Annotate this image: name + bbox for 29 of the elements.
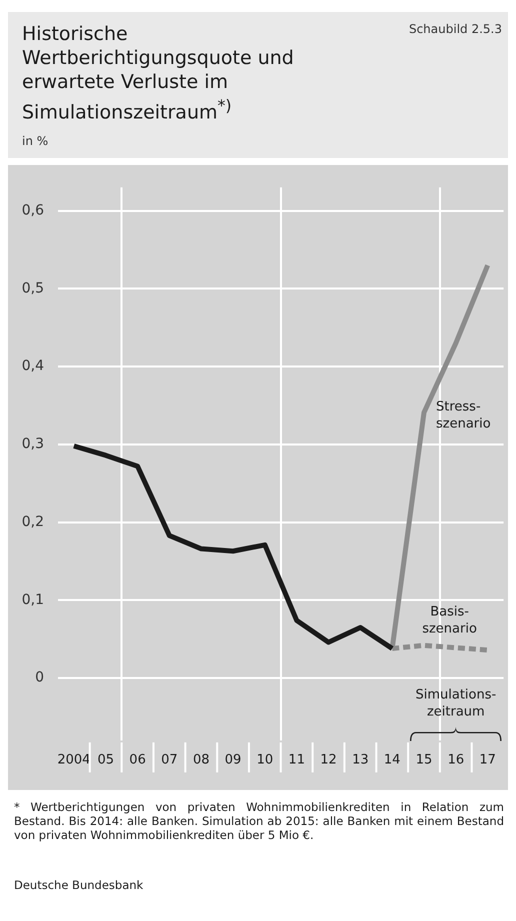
x-tick-label: 15 <box>416 752 432 768</box>
y-tick-label: 0,2 <box>22 514 44 530</box>
x-tick-label: 16 <box>448 752 464 768</box>
x-tick-label: 05 <box>97 752 114 768</box>
y-tick-label: 0,6 <box>22 202 44 218</box>
x-tick-label: 2004 <box>57 752 90 768</box>
y-tick-label: 0,3 <box>22 436 44 452</box>
y-tick-label: 0,4 <box>22 358 44 374</box>
x-tick-label: 10 <box>256 752 274 768</box>
series-label: Basis-szenario <box>422 604 477 637</box>
text: * Wertberichtigungen von privaten Wohnimmobilienkrediten in Relation zum Bestand. Bis 2014: alle Banken. Simulation ab 2015: alle Banken mit einem Bestand von privaten Wohnimmobilienkrediten über 5 Mio €. <box>14 800 504 842</box>
x-tick-label: 12 <box>320 752 337 768</box>
text: Schaubild 2.5.3 <box>408 22 502 36</box>
x-tick-label: 13 <box>352 752 369 768</box>
x-tick-label: 06 <box>129 752 146 768</box>
y-tick-label: 0,1 <box>22 592 44 608</box>
y-tick-label: 0,5 <box>22 280 44 296</box>
x-tick-label: 14 <box>384 752 400 768</box>
x-tick-label: 11 <box>288 752 305 768</box>
x-tick-label: 08 <box>192 752 210 768</box>
chart-title: Historische Wertberichtigungsquote und erwartete Verluste im Simulationszeitraum$^{*)}$ <box>22 22 295 124</box>
y-axis-title: in % <box>22 134 48 148</box>
x-tick-label: 09 <box>224 752 242 768</box>
series-label: Stress-szenario <box>436 399 491 432</box>
annotation: Simulations-zeitraum <box>415 687 496 720</box>
text: Deutsche Bundesbank <box>14 878 144 892</box>
y-tick-label: 0 <box>35 670 44 686</box>
x-tick-label: 07 <box>161 752 178 768</box>
x-tick-label: 17 <box>479 752 496 768</box>
